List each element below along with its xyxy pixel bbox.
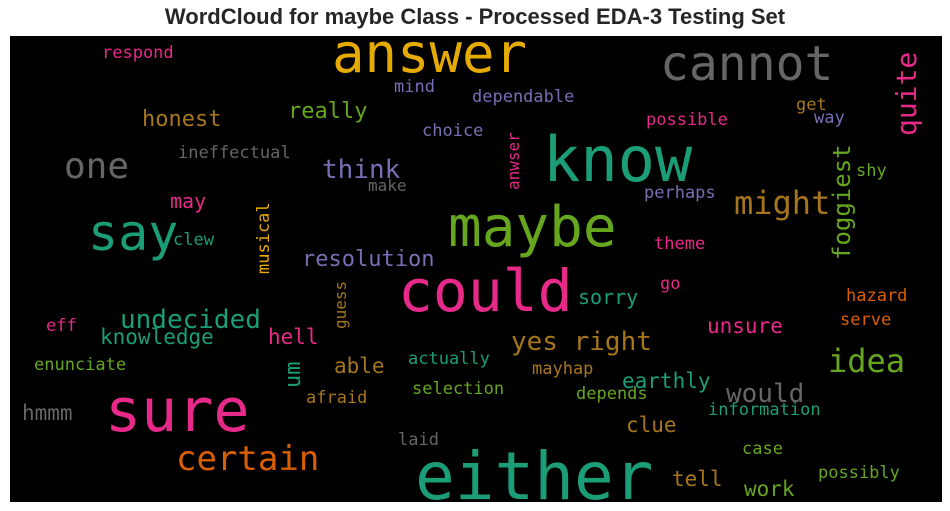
word-laid: laid	[398, 430, 439, 450]
word-get: get	[796, 95, 827, 115]
word-shy: shy	[856, 161, 887, 181]
word-hazard: hazard	[846, 286, 907, 306]
word-certain: certain	[176, 439, 319, 479]
word-possible: possible	[646, 110, 728, 130]
word-quite: quite	[890, 52, 923, 136]
word-answer: answer	[332, 36, 527, 85]
word-case: case	[742, 439, 783, 459]
word-enunciate: enunciate	[34, 355, 126, 375]
word-foggiest: foggiest	[828, 144, 856, 260]
word-resolution: resolution	[302, 247, 434, 272]
word-dependable: dependable	[472, 87, 574, 107]
word-one: one	[64, 146, 129, 187]
word-theme: theme	[654, 234, 705, 254]
word-selection: selection	[412, 379, 504, 399]
word-undecided: undecided	[120, 305, 261, 335]
word-sorry: sorry	[578, 285, 638, 309]
word-knowledge: knowledge	[100, 325, 214, 349]
word-hmmm: hmmm	[22, 401, 73, 425]
word-make: make	[368, 176, 407, 195]
word-ineffectual: ineffectual	[178, 143, 291, 163]
word-work: work	[744, 477, 795, 501]
word-cannot: cannot	[660, 36, 833, 92]
word-honest: honest	[142, 107, 221, 132]
word-serve: serve	[840, 310, 891, 330]
word-idea: idea	[828, 342, 905, 380]
word-able: able	[334, 354, 385, 378]
word-know: know	[543, 123, 693, 196]
word-really: really	[288, 99, 367, 124]
word-unsure: unsure	[707, 314, 783, 338]
word-go: go	[660, 274, 680, 294]
word-think: think	[322, 155, 401, 185]
chart-title: WordCloud for maybe Class - Processed ED…	[164, 4, 786, 29]
word-respond: respond	[102, 43, 174, 63]
word-mind: mind	[394, 77, 435, 97]
word-mayhap: mayhap	[532, 359, 593, 379]
word-actually: actually	[408, 349, 490, 369]
word-hell: hell	[268, 325, 319, 349]
word-maybe: maybe	[448, 195, 617, 260]
word-afraid: afraid	[306, 388, 367, 408]
word-eff: eff	[46, 316, 77, 336]
word-could: could	[398, 257, 573, 325]
word-guess: guess	[331, 281, 350, 329]
word-yes-right: yes right	[511, 327, 652, 357]
word-musical: musical	[254, 202, 274, 274]
word-anwser: anwser	[504, 132, 523, 190]
word-say: say	[88, 204, 178, 262]
word-earthly: earthly	[622, 369, 711, 393]
word-information: information	[708, 400, 821, 420]
word-clew: clew	[173, 230, 215, 250]
word-clue: clue	[626, 413, 677, 437]
word-tell: tell	[672, 467, 723, 491]
word-um: um	[281, 362, 306, 389]
word-would: would	[726, 379, 804, 409]
word-way: way	[814, 108, 845, 128]
word-choice: choice	[422, 121, 483, 141]
word-might: might	[734, 184, 830, 222]
word-either: either	[415, 438, 653, 502]
wordcloud-background	[10, 36, 942, 502]
word-possibly: possibly	[818, 463, 900, 483]
word-sure: sure	[105, 376, 250, 446]
word-perhaps: perhaps	[644, 183, 716, 203]
word-depends: depends	[576, 384, 648, 404]
word-may: may	[170, 189, 206, 213]
